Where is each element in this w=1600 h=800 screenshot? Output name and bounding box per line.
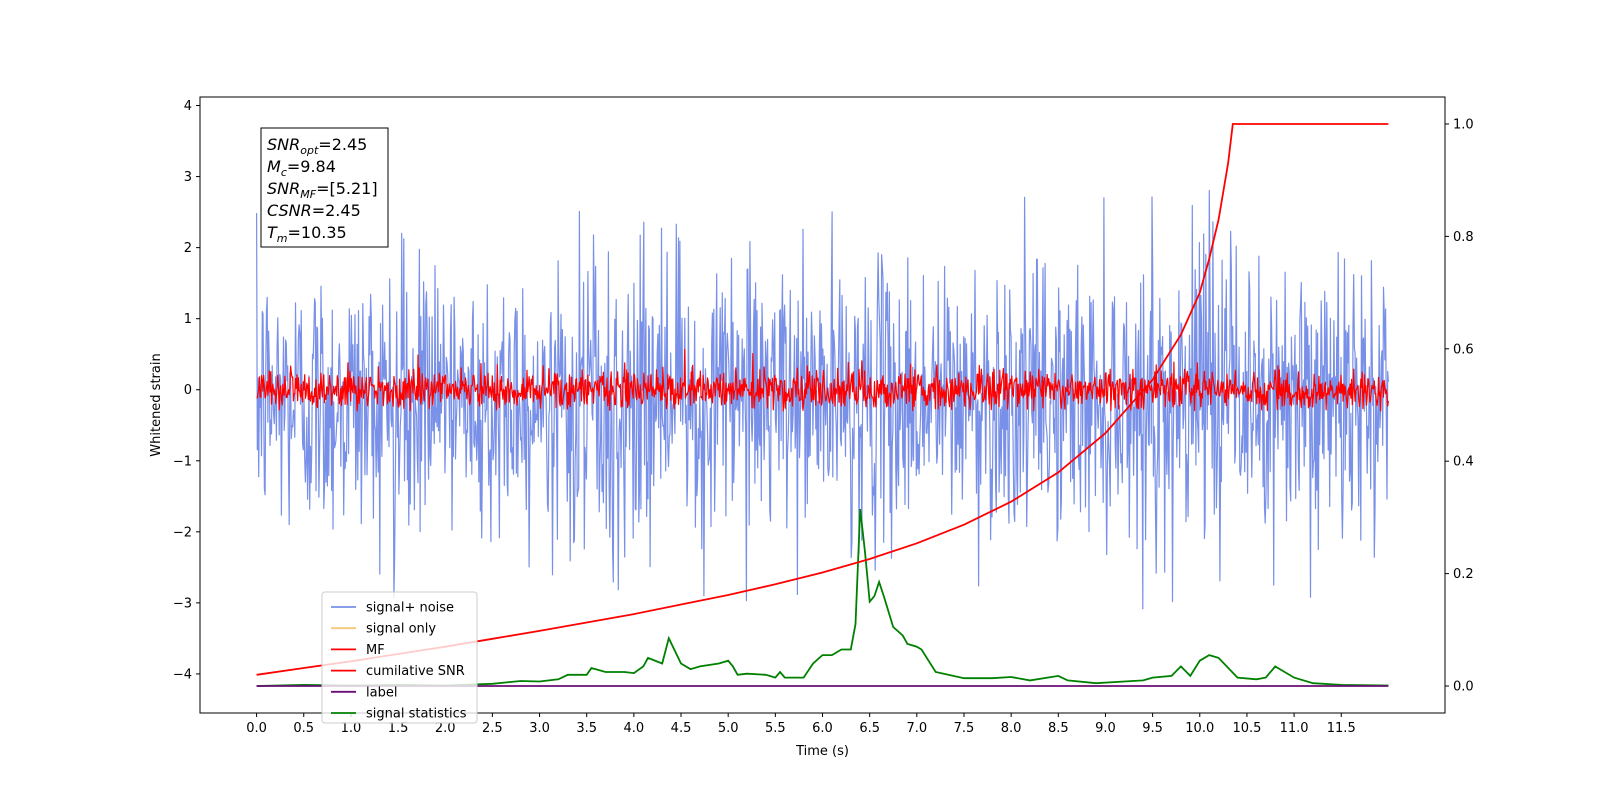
annotation-line: Tm=10.35 [267,223,347,245]
y-left-tick-label: −4 [173,667,192,682]
y-left-tick-label: 0 [184,383,192,398]
legend-entry-label: label [366,685,397,700]
y-right-tick-label: 1.0 [1453,117,1474,132]
x-tick-label: 1.5 [388,721,409,736]
x-tick-label: 11.0 [1280,721,1309,736]
x-tick-label: 3.5 [576,721,597,736]
series-signal-noise-line [256,189,1389,610]
y-left-tick-label: 4 [184,99,192,114]
y-axis-right: 0.0 0.2 0.4 0.6 0.8 1.0 [1445,117,1474,695]
annotation-line: CSNR=2.45 [267,201,361,220]
x-tick-label: 10.5 [1232,721,1261,736]
x-tick-label: 2.0 [435,721,456,736]
x-tick-label: 11.5 [1327,721,1356,736]
y-right-tick-label: 0.0 [1453,680,1474,695]
y-right-tick-label: 0.4 [1453,455,1474,470]
y-axis-left: −4 −3 −2 −1 0 1 2 3 4 [173,99,200,682]
x-tick-label: 4.5 [671,721,692,736]
y-left-tick-label: −3 [173,596,192,611]
y-left-tick-label: −1 [173,454,192,469]
x-tick-label: 1.0 [341,721,362,736]
y-right-tick-label: 0.8 [1453,230,1474,245]
annotation-line: SNRMF=[5.21] [267,179,378,201]
x-tick-label: 3.0 [529,721,550,736]
y-left-tick-label: 1 [184,312,192,327]
x-tick-label: 4.0 [624,721,645,736]
annotation-line: Mc=9.84 [267,157,336,179]
y-right-tick-label: 0.2 [1453,567,1474,582]
x-tick-label: 2.5 [482,721,503,736]
x-tick-label: 7.0 [906,721,927,736]
legend-entry-label: cumilative SNR [366,664,465,679]
legend: signal+ noise signal only MF cumilative SNR… [321,591,478,724]
legend-frame [321,591,478,724]
x-tick-label: 8.0 [1001,721,1022,736]
x-axis-label: Time (s) [795,744,849,759]
x-axis: 0.0 0.5 1.0 1.5 2.0 2.5 3.0 3.5 4.0 4.5 5.0 5.5 6.0 6… [246,713,1356,736]
x-tick-label: 0.0 [246,721,267,736]
legend-entry-label: signal only [366,622,436,637]
annotation-line: SNRopt=2.45 [267,135,367,157]
annotation-frame [260,127,389,248]
x-tick-label: 6.0 [812,721,833,736]
y-axis-label: Whitened strain [149,353,164,456]
legend-entry-label: MF [366,643,385,658]
legend-entry-label: signal+ noise [366,601,454,616]
legend-entry-label: signal statistics [366,707,467,722]
y-left-tick-label: −2 [173,525,192,540]
x-tick-label: 6.5 [859,721,880,736]
x-tick-label: 5.0 [718,721,739,736]
x-tick-label: 8.5 [1048,721,1069,736]
x-tick-label: 9.5 [1142,721,1163,736]
y-left-tick-label: 3 [184,170,192,185]
series-mf-line [256,348,1389,412]
series-signal-statistics-line [256,508,1389,687]
x-tick-label: 5.5 [765,721,786,736]
y-left-tick-label: 2 [184,241,192,256]
x-tick-label: 9.0 [1095,721,1116,736]
x-tick-label: 10.0 [1185,721,1214,736]
x-tick-label: 7.5 [954,721,975,736]
y-right-tick-label: 0.6 [1453,342,1474,357]
x-tick-label: 0.5 [293,721,314,736]
